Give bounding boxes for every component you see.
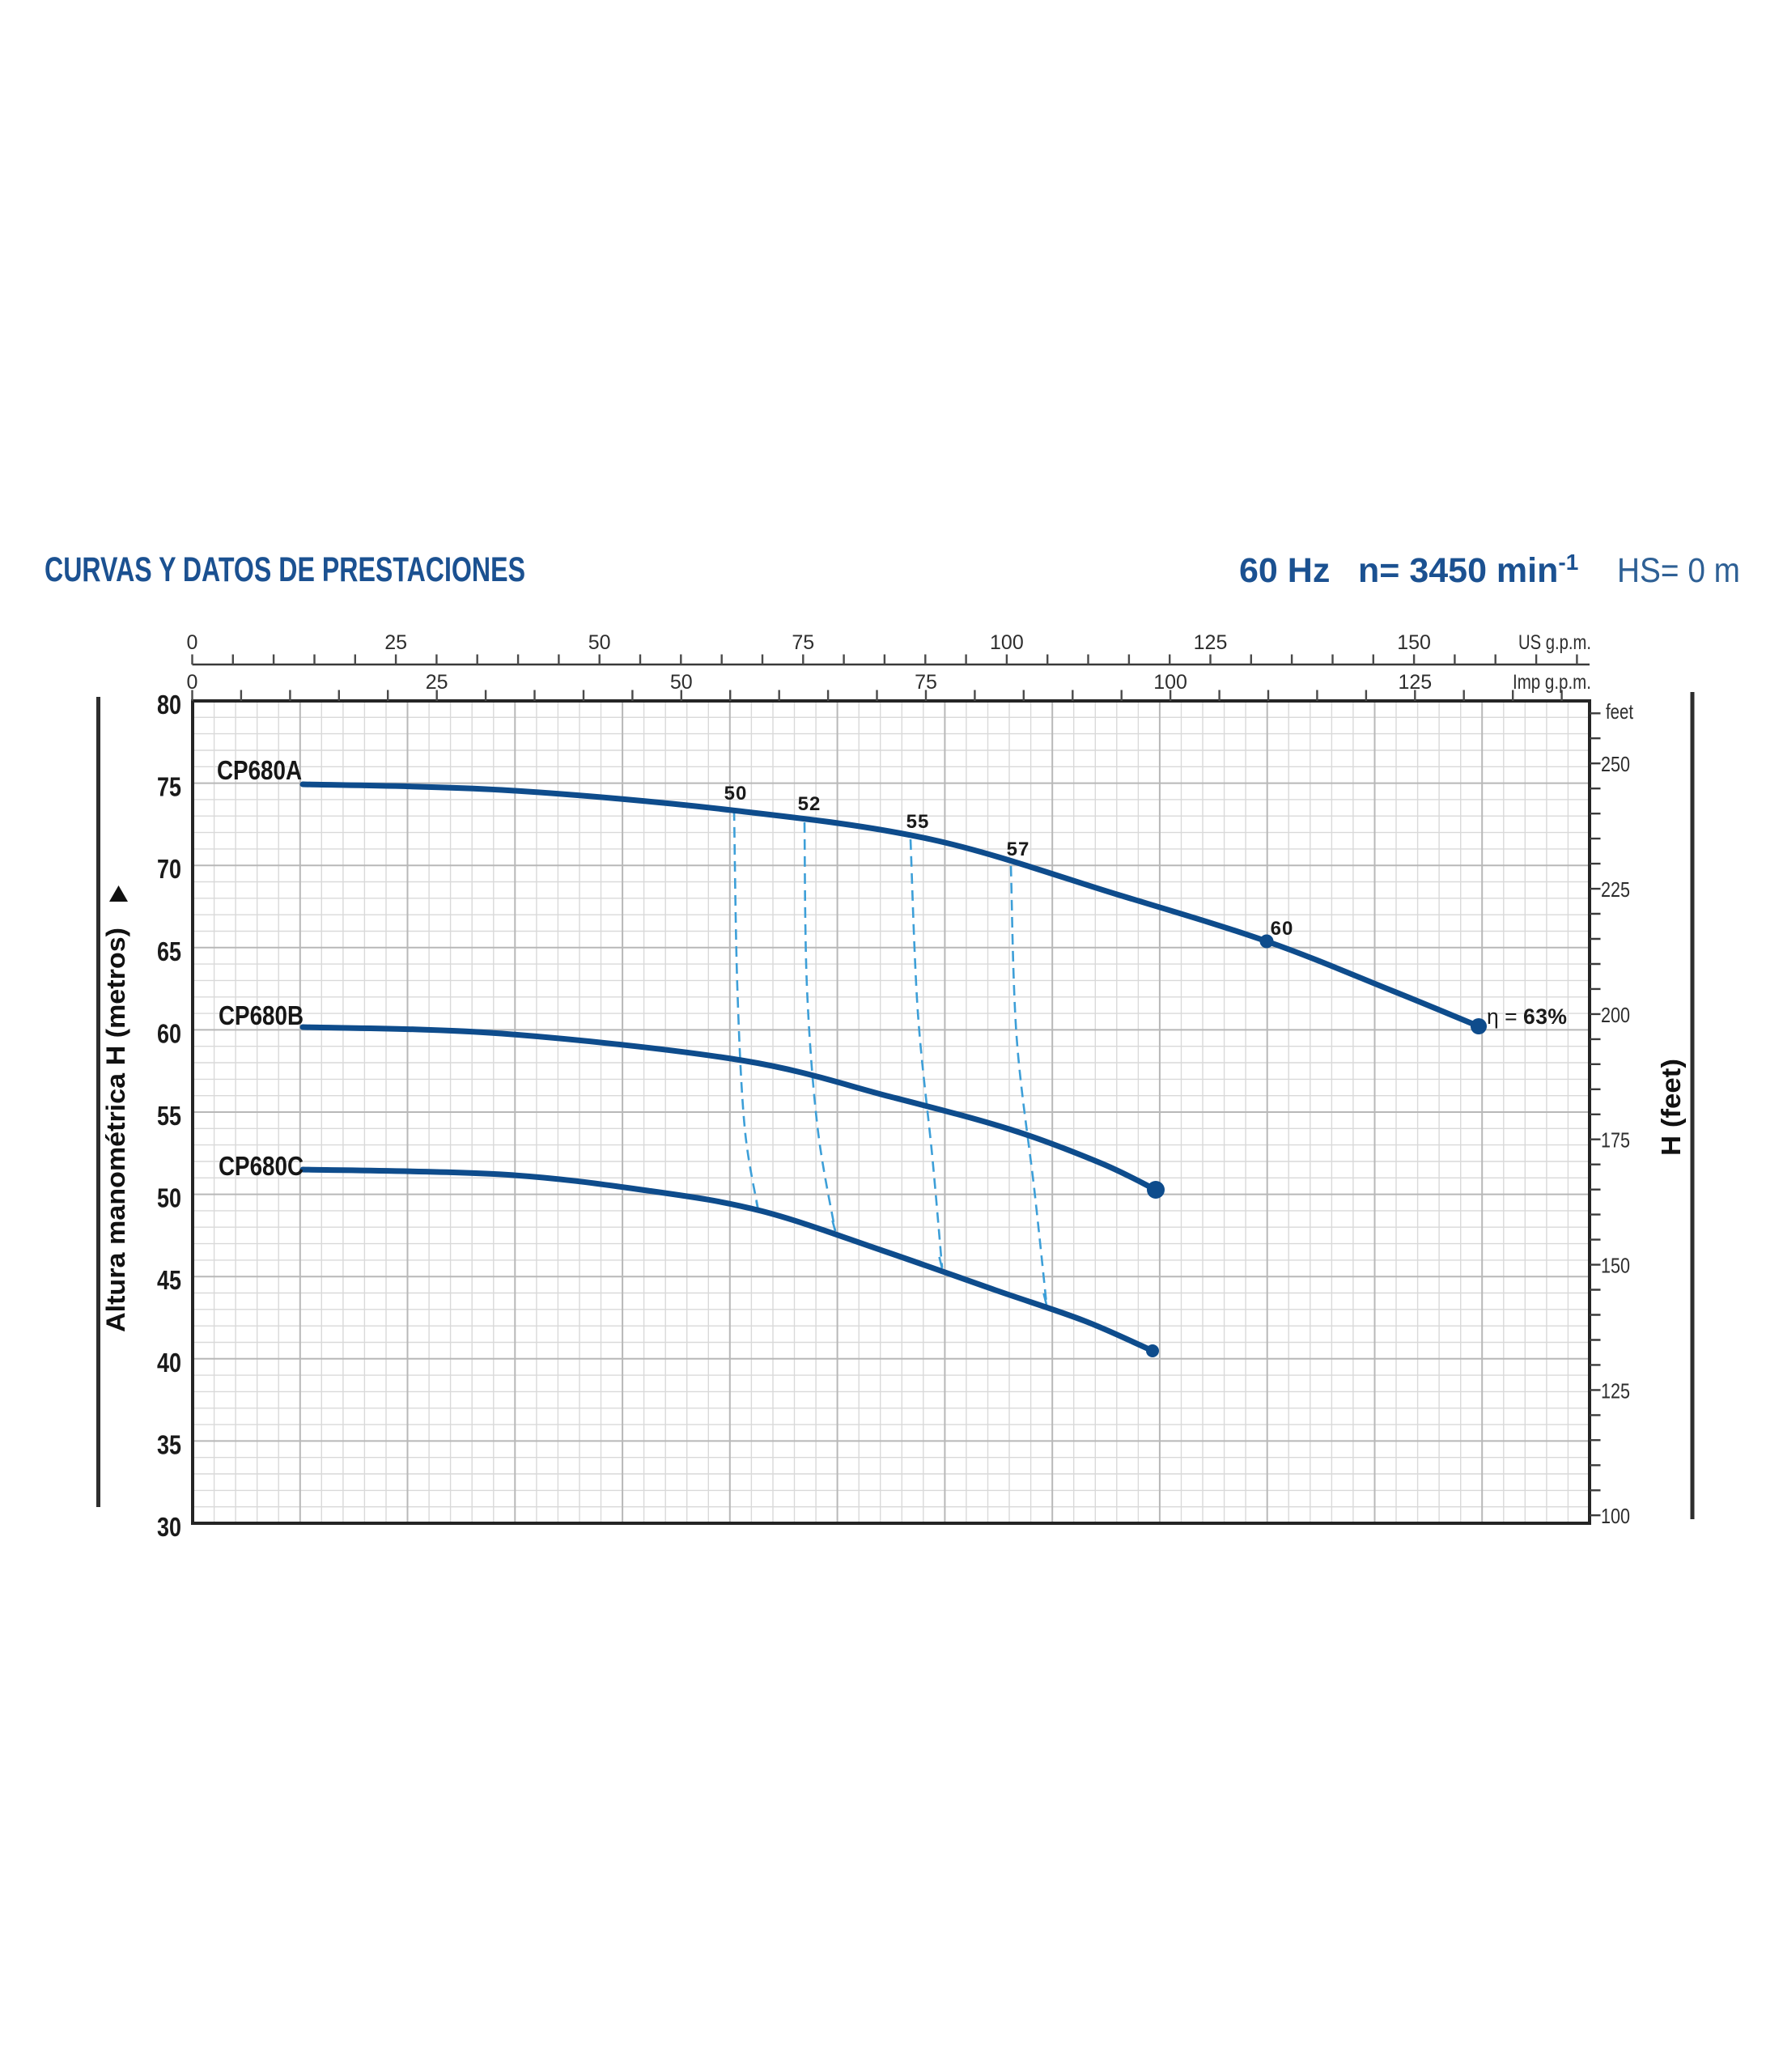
svg-text:50: 50 [157,1183,181,1213]
svg-text:125: 125 [1398,671,1432,694]
svg-text:35: 35 [157,1429,181,1459]
svg-text:US g.p.m.: US g.p.m. [1518,631,1591,654]
svg-text:40: 40 [157,1348,181,1378]
svg-text:60 Hz: 60 Hz [1239,551,1330,590]
svg-text:125: 125 [1194,631,1228,654]
svg-text:25: 25 [426,671,448,694]
svg-text:175: 175 [1601,1128,1630,1153]
svg-text:Altura manométrica H (metros): Altura manométrica H (metros) [101,928,130,1332]
svg-text:100: 100 [990,631,1024,654]
svg-text:η = 63%: η = 63% [1487,1004,1568,1029]
svg-text:feet: feet [1606,699,1634,724]
svg-text:25: 25 [384,631,407,654]
svg-text:125: 125 [1601,1378,1630,1403]
svg-text:30: 30 [157,1512,181,1542]
svg-text:0: 0 [187,631,198,654]
svg-text:n= 3450 min-1: n= 3450 min-1 [1358,550,1578,590]
svg-text:60: 60 [157,1018,181,1048]
svg-text:70: 70 [157,854,181,884]
svg-text:57: 57 [1007,839,1030,860]
svg-text:Imp g.p.m.: Imp g.p.m. [1513,671,1591,694]
svg-text:H (feet): H (feet) [1656,1059,1686,1156]
svg-text:0: 0 [187,671,198,694]
svg-text:100: 100 [1153,671,1187,694]
svg-text:CP680B: CP680B [219,1000,304,1030]
svg-text:100: 100 [1601,1504,1630,1528]
svg-text:CURVAS Y DATOS DE PRESTACIONES: CURVAS Y DATOS DE PRESTACIONES [45,550,525,589]
svg-text:HS= 0 m: HS= 0 m [1617,551,1740,590]
svg-text:225: 225 [1601,877,1630,902]
svg-text:250: 250 [1601,752,1630,776]
svg-text:65: 65 [157,936,181,966]
svg-text:75: 75 [915,671,937,694]
svg-text:75: 75 [157,772,181,802]
svg-text:CP680C: CP680C [219,1151,304,1181]
svg-text:75: 75 [792,631,814,654]
svg-text:55: 55 [157,1101,181,1131]
svg-text:50: 50 [724,783,748,805]
svg-text:52: 52 [798,793,821,815]
svg-text:200: 200 [1601,1003,1630,1027]
svg-text:80: 80 [157,690,181,720]
svg-text:CP680A: CP680A [217,755,302,785]
svg-text:150: 150 [1601,1254,1630,1278]
svg-text:45: 45 [157,1265,181,1295]
svg-text:55: 55 [906,811,930,833]
svg-text:150: 150 [1397,631,1431,654]
svg-text:50: 50 [588,631,611,654]
svg-text:60: 60 [1271,918,1294,940]
svg-text:50: 50 [670,671,693,694]
